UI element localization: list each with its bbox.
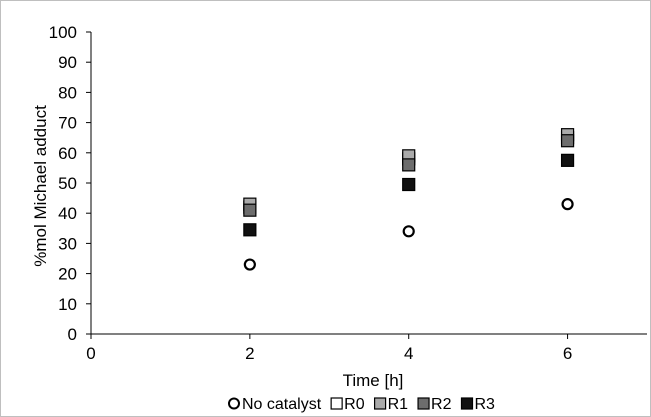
y-tick-label: 80 [58, 83, 77, 102]
legend-swatch [330, 397, 343, 410]
data-point-r3 [402, 177, 416, 192]
x-tick-label: 6 [563, 344, 572, 363]
data-point-r2 [402, 158, 416, 172]
legend-item-no-catalyst: No catalyst [228, 396, 322, 413]
y-tick-label: 30 [58, 234, 77, 253]
x-ticks: 0 2 4 6 [86, 334, 572, 363]
legend-label: R1 [388, 396, 409, 413]
y-tick-label: 20 [58, 265, 77, 284]
data-point-r3 [243, 223, 257, 237]
legend-label: No catalyst [242, 396, 322, 413]
legend-swatch [460, 397, 474, 410]
legend: No catalyst R0 R1 R2 R3 [228, 396, 496, 413]
data-markers [243, 128, 575, 271]
y-tick-label: 0 [68, 325, 77, 344]
legend-item-r1: R1 [373, 396, 409, 413]
legend-label: R3 [475, 396, 496, 413]
data-point-r3 [560, 153, 575, 167]
x-tick-label: 4 [404, 344, 413, 363]
y-tick-label: 60 [58, 144, 77, 163]
data-point-no-catalyst [243, 258, 256, 271]
axes [90, 32, 647, 335]
x-tick-label: 2 [245, 344, 254, 363]
legend-item-r2: R2 [417, 396, 452, 413]
y-axis-label: %mol Michael adduct [31, 105, 50, 267]
y-tick-label: 10 [58, 295, 77, 314]
legend-swatch [373, 397, 387, 410]
data-point-r2 [560, 134, 575, 148]
y-tick-label: 90 [58, 53, 77, 72]
legend-swatch [417, 397, 430, 410]
legend-label: R0 [344, 396, 365, 413]
legend-label: R2 [431, 396, 452, 413]
legend-item-r0: R0 [330, 396, 365, 413]
legend-item-r3: R3 [460, 396, 496, 413]
y-ticks: 0 10 20 30 40 50 60 70 80 90 100 [49, 23, 91, 344]
x-tick-label: 0 [86, 344, 95, 363]
data-point-r2 [243, 203, 257, 217]
data-point-no-catalyst [402, 225, 415, 238]
x-axis-label: Time [h] [343, 371, 404, 390]
y-tick-label: 100 [49, 23, 77, 42]
y-tick-label: 50 [58, 174, 77, 193]
data-point-no-catalyst [561, 198, 574, 211]
legend-swatch [228, 397, 240, 410]
y-tick-label: 40 [58, 204, 77, 223]
y-tick-label: 70 [58, 114, 77, 133]
